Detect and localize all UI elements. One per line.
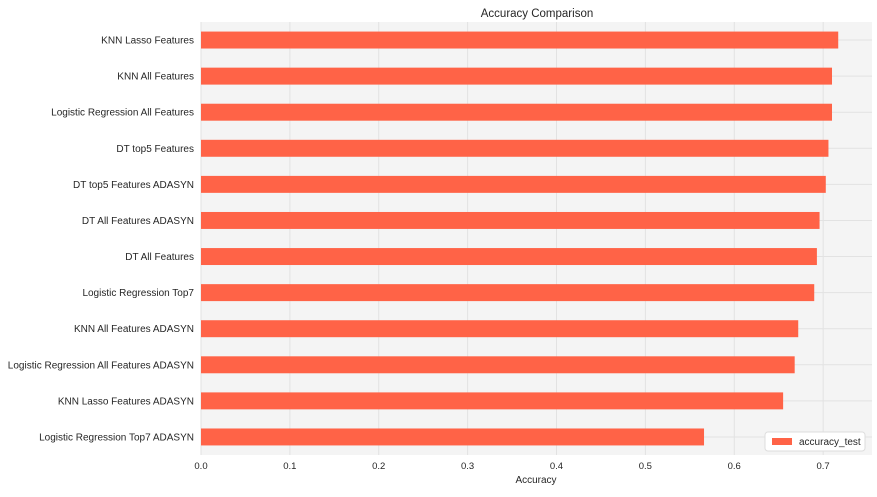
x-axis-label: Accuracy	[515, 475, 556, 486]
bar	[201, 103, 833, 121]
bar	[201, 392, 784, 410]
bar	[201, 139, 829, 157]
bars	[201, 31, 839, 446]
plot-area	[201, 22, 872, 455]
legend: accuracy_test	[764, 431, 866, 452]
legend-swatch	[772, 438, 792, 445]
x-tick-label: 0.4	[550, 461, 563, 472]
y-tick-label: DT top5 Features	[116, 144, 194, 155]
x-tick-label: 0.1	[283, 461, 296, 472]
y-tick-label: Logistic Regression Top7	[82, 288, 194, 299]
x-tick-label: 0.6	[728, 461, 741, 472]
y-tick-label: Logistic Regression All Features ADASYN	[8, 360, 194, 371]
bar	[201, 67, 833, 85]
y-tick-label: DT top5 Features ADASYN	[73, 180, 194, 191]
bar	[201, 356, 795, 374]
x-tick-label: 0.5	[639, 461, 652, 472]
y-tick-label: DT All Features	[125, 252, 194, 263]
y-tick-label: KNN Lasso Features ADASYN	[58, 396, 194, 407]
bar	[201, 31, 839, 49]
legend-box	[764, 431, 866, 452]
y-tick-labels: KNN Lasso Features KNN All Features Logist…	[8, 36, 195, 444]
x-tick-label: 0.7	[817, 461, 830, 472]
y-tick-label: KNN Lasso Features	[101, 36, 194, 47]
y-tick-label: KNN All Features	[117, 72, 194, 83]
x-tick-label: 0.0	[194, 461, 207, 472]
bar	[201, 211, 820, 229]
bar	[201, 248, 817, 266]
bar	[201, 175, 826, 193]
y-tick-label: KNN All Features ADASYN	[74, 324, 194, 335]
x-tick-labels: 0.0 0.1 0.2 0.3 0.4 0.5 0.6 0.7	[194, 461, 829, 472]
y-tick-label: Logistic Regression Top7 ADASYN	[39, 432, 194, 443]
bar	[201, 428, 705, 446]
chart-title: Accuracy Comparison	[481, 8, 593, 20]
bar	[201, 320, 799, 338]
y-tick-label: Logistic Regression All Features	[51, 108, 194, 119]
y-tick-label: DT All Features ADASYN	[82, 216, 194, 227]
x-tick-label: 0.2	[372, 461, 385, 472]
x-tick-label: 0.3	[461, 461, 474, 472]
legend-label: accuracy_test	[799, 437, 861, 448]
bar	[201, 284, 815, 302]
